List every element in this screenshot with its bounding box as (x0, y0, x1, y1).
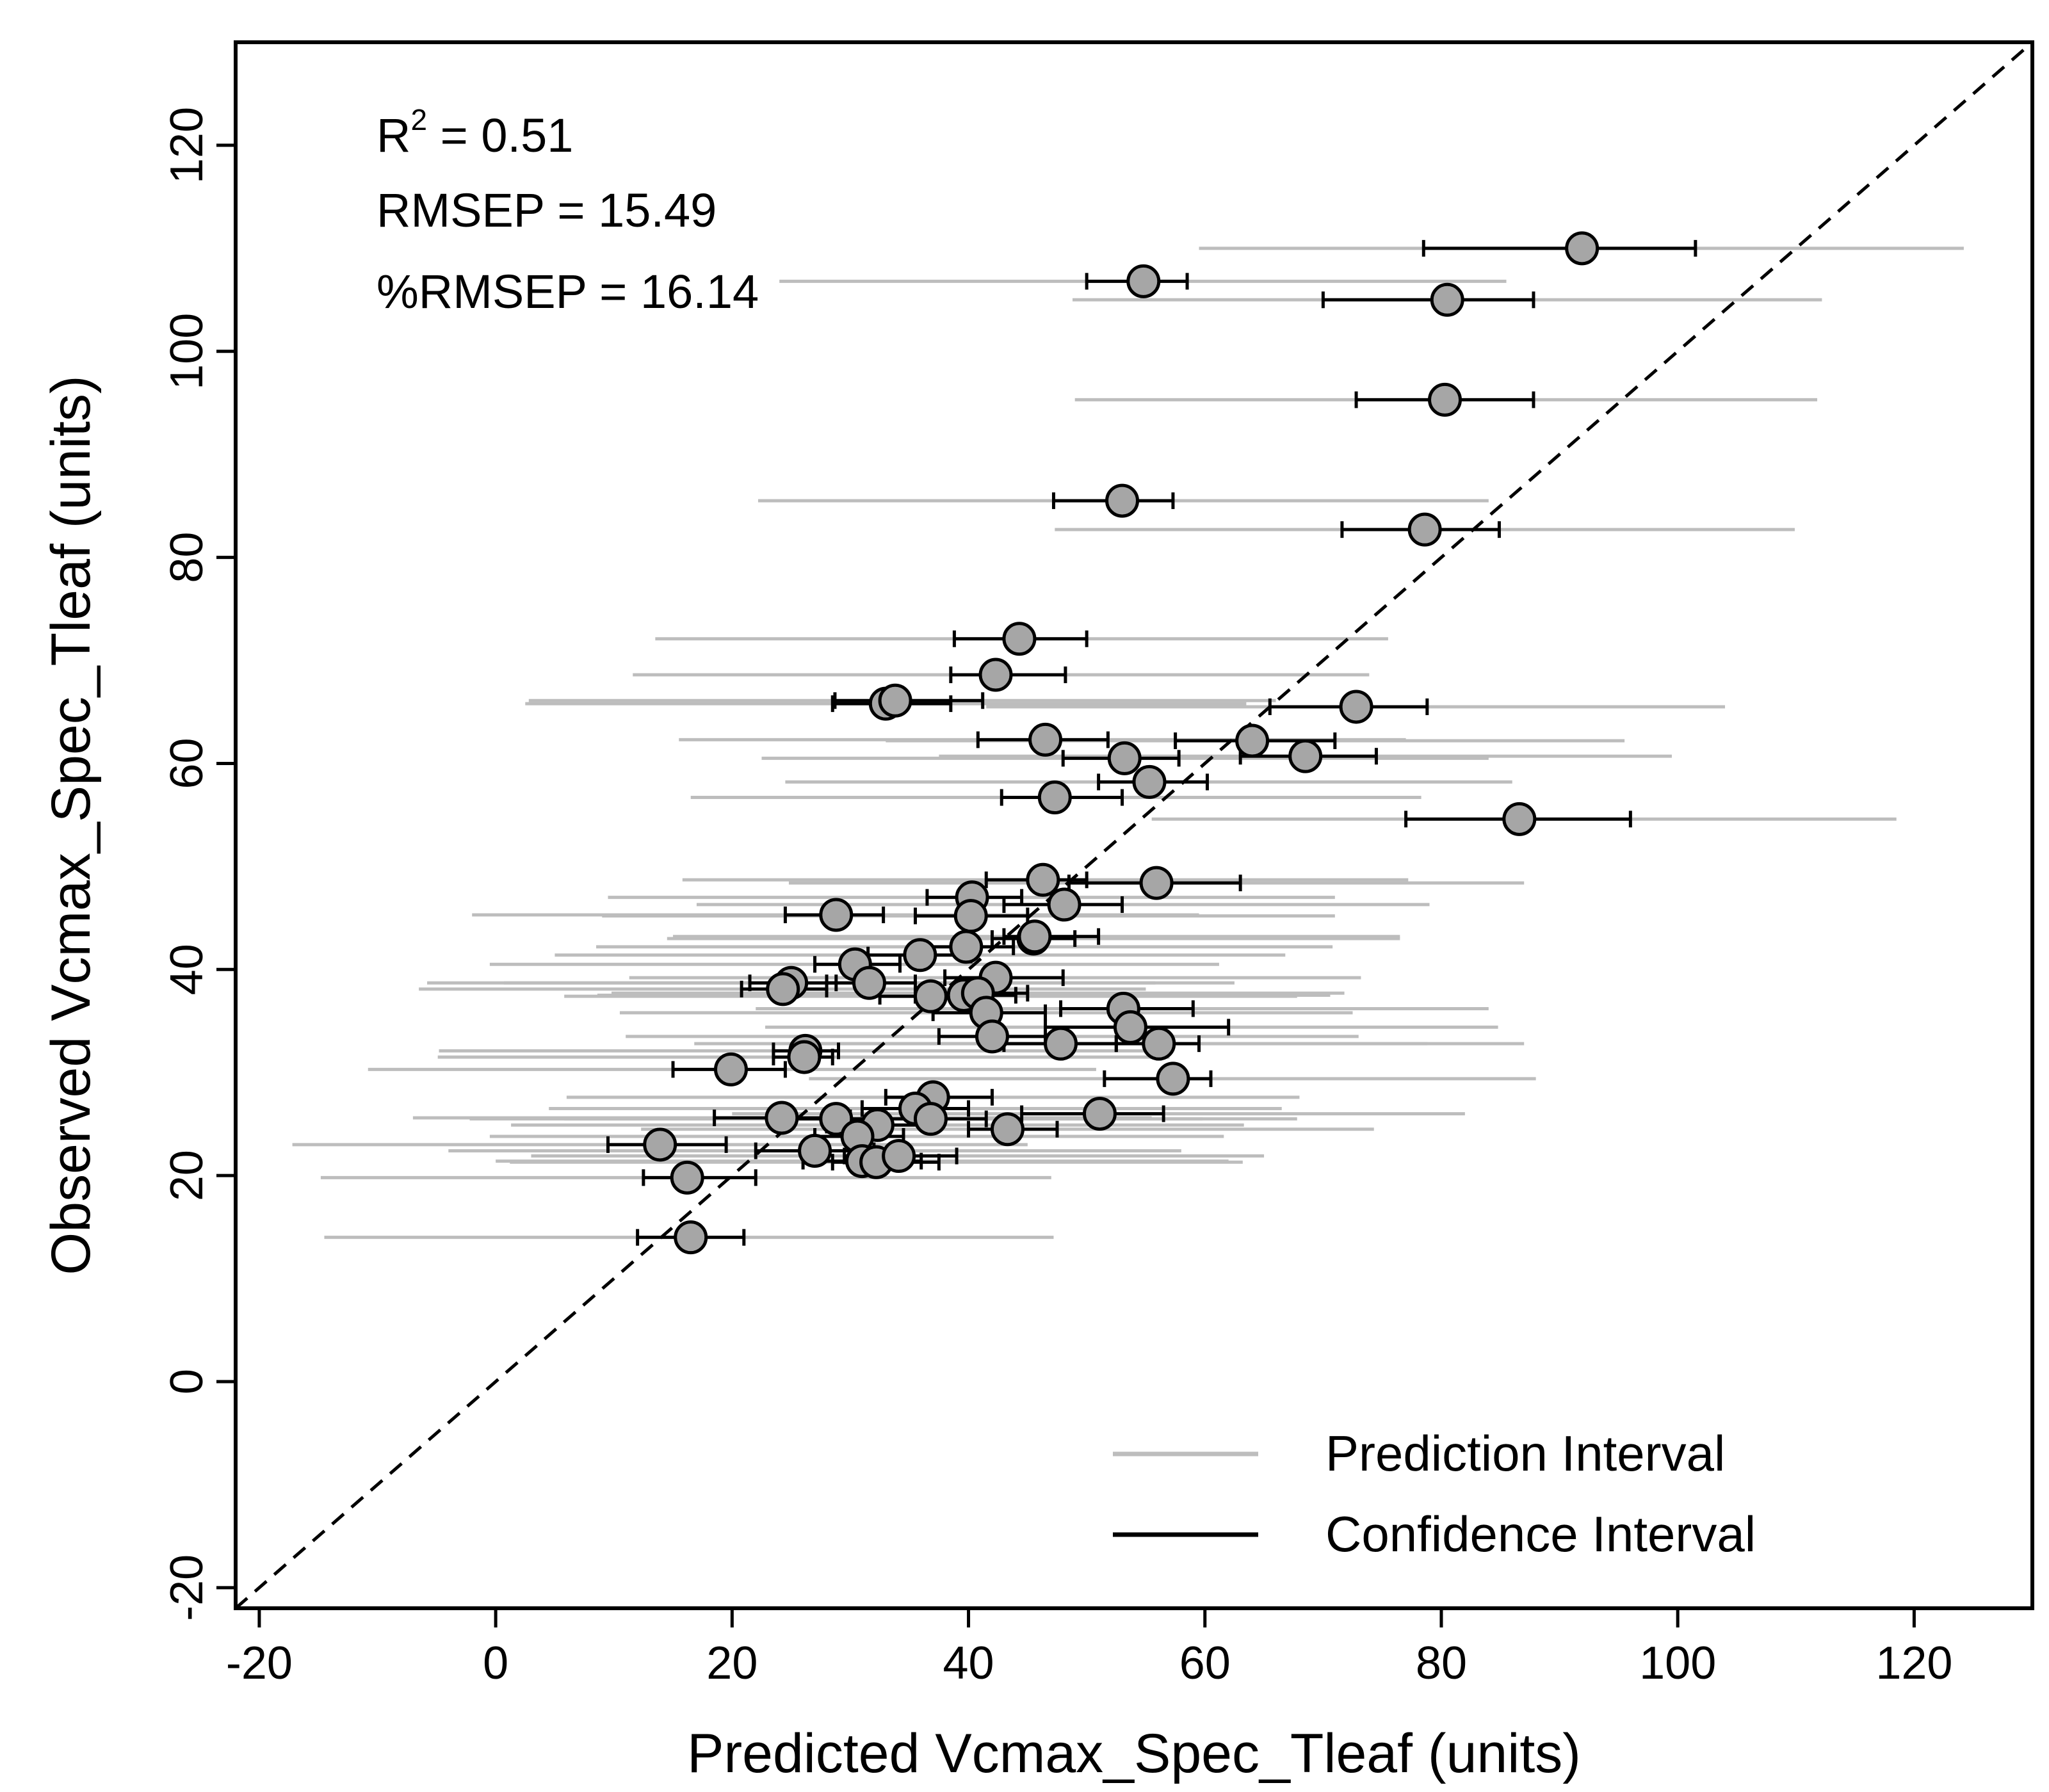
data-point-23 (953, 899, 988, 933)
data-point-27 (903, 938, 937, 973)
data-point-55 (643, 1127, 677, 1162)
data-point-7 (978, 658, 1013, 692)
x-axis-title: Predicted Vcmax_Spec_Tleaf (units) (687, 1723, 1581, 1784)
data-point-53 (990, 1112, 1024, 1147)
y-tick-label-0: -20 (161, 1554, 213, 1621)
data-point-30 (852, 965, 886, 1000)
confidence-interval-layer (606, 239, 1697, 1246)
data-point-41 (1142, 1026, 1176, 1061)
data-point-45 (1156, 1061, 1190, 1096)
data-point-44 (713, 1052, 748, 1086)
y-tick-label-5: 80 (161, 532, 213, 583)
data-point-25 (1017, 919, 1052, 954)
r2-annotation: R2 = 0.51 (377, 103, 573, 162)
x-tick-label-1: 0 (483, 1638, 508, 1689)
data-point-32 (766, 972, 800, 1006)
data-point-14 (1107, 741, 1142, 775)
y-axis-title: Observed Vcmax_Spec_Tleaf (units) (40, 375, 102, 1275)
y-tick-label-3: 40 (161, 944, 213, 995)
r2-exponent: 2 (410, 103, 427, 136)
data-point-6 (1002, 622, 1037, 656)
data-point-61 (674, 1220, 708, 1255)
y-tick-label-7: 120 (161, 107, 213, 184)
data-point-5 (1407, 512, 1442, 547)
data-point-60 (670, 1160, 704, 1195)
legend-label-prediction: Prediction Interval (1325, 1425, 1725, 1481)
data-point-4 (1105, 483, 1140, 518)
stats-annotation: R2 = 0.51 RMSEP = 15.49 %RMSEP = 16.14 (377, 103, 759, 318)
data-point-11 (1028, 722, 1063, 757)
y-tick-label-4: 60 (161, 738, 213, 789)
data-point-56 (798, 1134, 832, 1168)
data-point-18 (1026, 862, 1060, 897)
data-point-49 (765, 1101, 799, 1135)
one-to-one-line (234, 41, 2034, 1610)
x-tick-label-0: -20 (226, 1638, 293, 1689)
rmsep-annotation: RMSEP = 15.49 (377, 184, 717, 237)
pct-rmsep-annotation: %RMSEP = 16.14 (377, 265, 759, 318)
plot-frame (234, 40, 2034, 1610)
x-tick-label-3: 40 (943, 1638, 994, 1689)
data-point-15 (1132, 764, 1167, 799)
y-tick-label-6: 100 (161, 313, 213, 390)
x-axis: -20 0 20 40 60 80 100 120 (226, 1608, 1952, 1689)
data-point-16 (1037, 780, 1072, 815)
data-point-3 (1428, 382, 1462, 417)
data-point-2 (1430, 282, 1464, 317)
data-point-9 (878, 683, 912, 718)
data-point-22 (819, 898, 854, 932)
r2-label: R (377, 109, 410, 162)
x-tick-label-4: 60 (1179, 1638, 1231, 1689)
data-point-0 (1565, 231, 1600, 266)
data-point-1 (1126, 264, 1161, 298)
data-point-46 (1082, 1097, 1117, 1131)
data-point-40 (1044, 1026, 1078, 1061)
y-axis: -20 0 20 40 60 80 100 120 (161, 107, 236, 1621)
data-point-33 (913, 979, 948, 1013)
y-tick-label-1: 0 (161, 1369, 213, 1394)
data-point-21 (1047, 887, 1081, 922)
data-point-50 (913, 1102, 948, 1136)
data-point-12 (1235, 723, 1270, 758)
data-point-19 (1139, 866, 1174, 900)
data-point-26 (949, 930, 984, 964)
data-point-17 (1502, 802, 1537, 836)
reference-line-layer (234, 41, 2034, 1610)
data-point-39 (975, 1019, 1009, 1054)
data-point-13 (1288, 739, 1323, 773)
x-tick-label-7: 120 (1875, 1638, 1952, 1689)
legend-label-confidence: Confidence Interval (1325, 1506, 1756, 1562)
data-point-59 (882, 1139, 916, 1174)
data-point-38 (1113, 1010, 1147, 1044)
r2-value: = 0.51 (427, 109, 573, 162)
y-tick-label-2: 20 (161, 1150, 213, 1201)
x-tick-label-2: 20 (706, 1638, 757, 1689)
data-point-43 (787, 1040, 822, 1074)
legend: Prediction Interval Confidence Interval (1113, 1425, 1756, 1562)
x-tick-label-5: 80 (1416, 1638, 1467, 1689)
points-layer (643, 231, 1600, 1255)
data-point-10 (1339, 690, 1373, 724)
x-tick-label-6: 100 (1639, 1638, 1716, 1689)
